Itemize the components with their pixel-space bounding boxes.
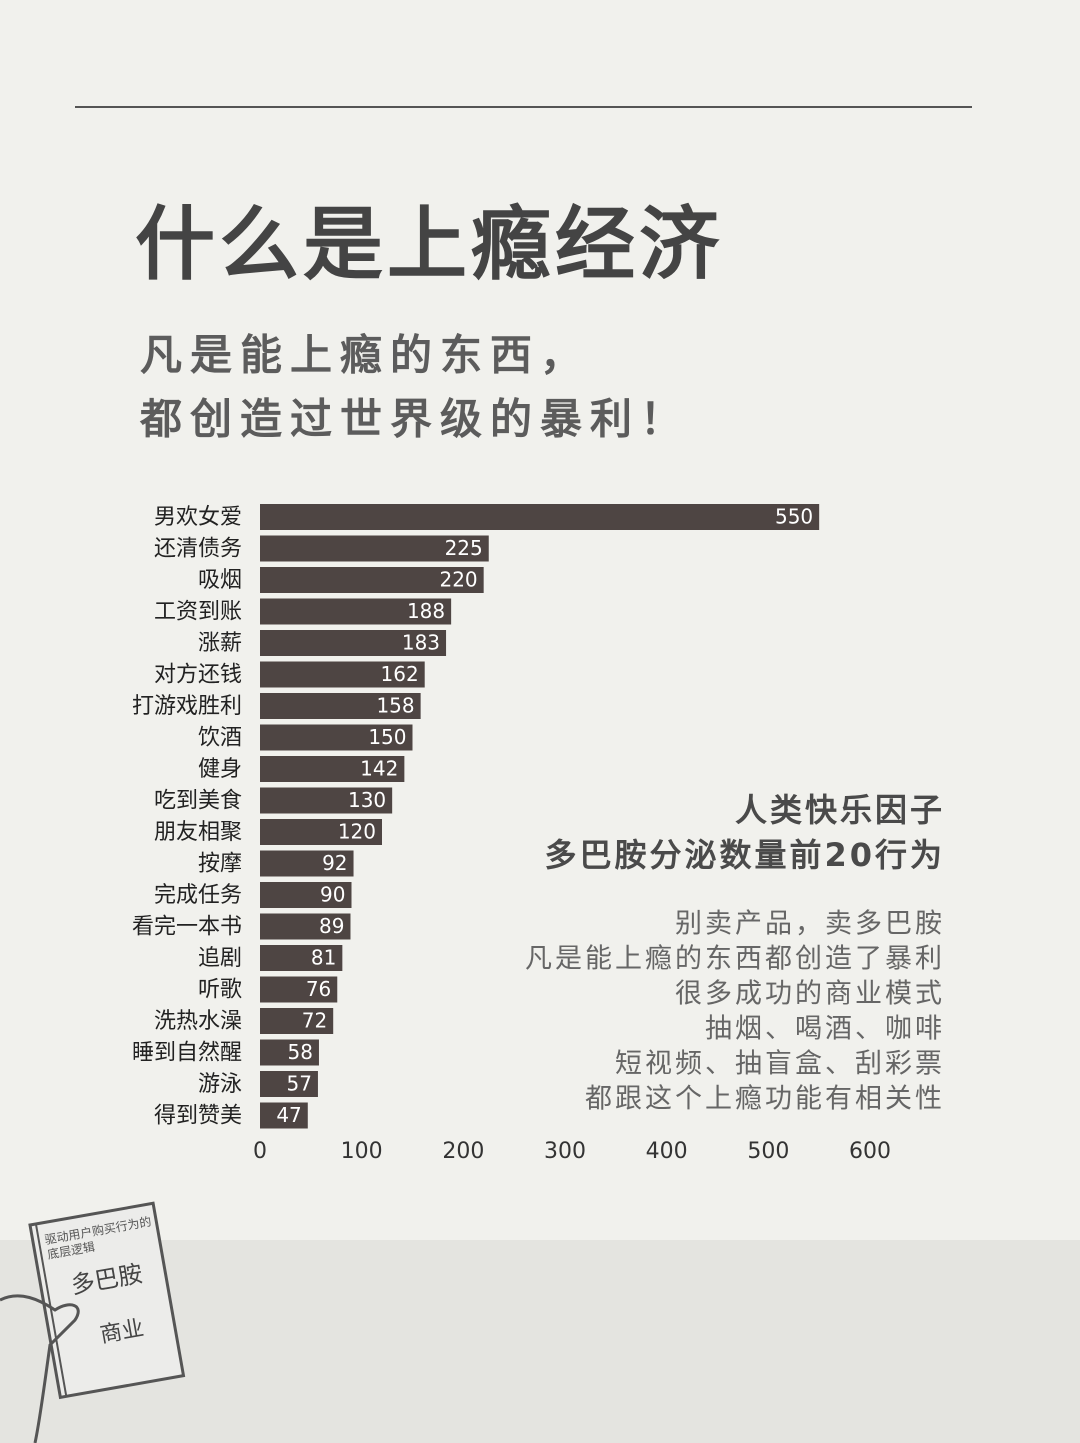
y-tick-label: 得到赞美 bbox=[154, 1104, 242, 1129]
bar bbox=[260, 693, 421, 719]
value-label: 76 bbox=[306, 977, 331, 1001]
value-label: 92 bbox=[322, 851, 347, 875]
y-tick-label: 还清债务 bbox=[154, 537, 242, 562]
y-tick-label: 打游戏胜利 bbox=[132, 694, 242, 719]
value-label: 150 bbox=[368, 725, 406, 749]
y-tick-label: 饮酒 bbox=[198, 726, 242, 751]
value-label: 183 bbox=[402, 631, 440, 655]
bar bbox=[260, 913, 351, 940]
y-tick-label: 看完一本书 bbox=[132, 915, 242, 940]
annotation-line: 短视频、抽盲盒、刮彩票 bbox=[615, 1049, 945, 1080]
bar bbox=[260, 504, 820, 530]
value-label: 225 bbox=[445, 536, 483, 560]
bar bbox=[260, 567, 484, 593]
bar bbox=[260, 724, 413, 751]
y-tick-label: 吸烟 bbox=[198, 568, 242, 593]
plot: 0 100 200 300 400 500 600 男欢女爱 550 还清债务 225 吸烟 220 工资… bbox=[132, 504, 891, 1164]
value-label: 90 bbox=[320, 883, 345, 907]
value-label: 162 bbox=[381, 662, 419, 686]
annotation-line: 别卖产品，卖多巴胺 bbox=[675, 909, 945, 940]
value-label: 81 bbox=[311, 946, 336, 970]
annotation: 别卖产品，卖多巴胺凡是能上瘾的东西都创造了暴利很多成功的商业模式抽烟、喝酒、咖啡… bbox=[525, 909, 945, 1115]
bar bbox=[260, 819, 382, 845]
bar bbox=[260, 535, 489, 562]
value-label: 58 bbox=[288, 1040, 313, 1064]
y-tick-label: 洗热水澡 bbox=[154, 1009, 242, 1034]
bar bbox=[260, 1071, 318, 1097]
bar bbox=[260, 1039, 319, 1066]
bar bbox=[260, 850, 354, 877]
annotation-title: 多巴胺分泌数量前20行为 bbox=[544, 836, 945, 874]
value-label: 57 bbox=[286, 1072, 311, 1096]
bar bbox=[260, 1102, 308, 1129]
bar bbox=[260, 787, 393, 814]
bottom-band bbox=[0, 1240, 1080, 1443]
y-tick-label: 朋友相聚 bbox=[154, 820, 242, 845]
y-tick-label: 涨薪 bbox=[198, 631, 242, 656]
bar bbox=[260, 1008, 334, 1034]
value-label: 72 bbox=[302, 1009, 327, 1033]
subtitle: 都创造过世界级的暴利！ bbox=[139, 395, 690, 444]
value-label: 158 bbox=[376, 694, 414, 718]
value-label: 550 bbox=[775, 505, 813, 529]
value-label: 142 bbox=[360, 757, 398, 781]
x-tick-label: 500 bbox=[747, 1139, 789, 1164]
y-tick-label: 完成任务 bbox=[154, 883, 242, 908]
annotation-line: 抽烟、喝酒、咖啡 bbox=[705, 1014, 945, 1045]
annotation-line: 都跟这个上瘾功能有相关性 bbox=[585, 1084, 945, 1115]
y-tick-label: 睡到自然醒 bbox=[132, 1041, 242, 1066]
bar bbox=[260, 976, 338, 1003]
annotation-line: 凡是能上瘾的东西都创造了暴利 bbox=[525, 944, 945, 975]
y-tick-label: 男欢女爱 bbox=[154, 505, 242, 530]
bar bbox=[260, 945, 343, 971]
annotation-title: 人类快乐因子 bbox=[735, 791, 945, 829]
x-tick-label: 600 bbox=[849, 1139, 891, 1164]
value-label: 220 bbox=[439, 568, 477, 592]
bar bbox=[260, 630, 447, 656]
hand bbox=[0, 1294, 80, 1443]
title: 什么是上瘾经济 bbox=[135, 198, 723, 291]
y-tick-label: 游泳 bbox=[198, 1072, 242, 1097]
value-label: 120 bbox=[338, 820, 376, 844]
value-label: 89 bbox=[319, 914, 344, 938]
x-tick-label: 400 bbox=[646, 1139, 688, 1164]
bar bbox=[260, 598, 452, 625]
x-tick-label: 200 bbox=[442, 1139, 484, 1164]
x-tick-label: 0 bbox=[253, 1139, 267, 1164]
bar bbox=[260, 882, 352, 908]
y-tick-label: 按摩 bbox=[198, 852, 242, 877]
y-tick-label: 吃到美食 bbox=[154, 789, 242, 814]
subtitle: 凡是能上瘾的东西， bbox=[140, 331, 590, 380]
y-tick-label: 对方还钱 bbox=[154, 663, 242, 688]
bar bbox=[260, 661, 425, 688]
value-label: 47 bbox=[276, 1103, 301, 1127]
book-cover bbox=[28, 1201, 186, 1400]
value-label: 188 bbox=[407, 599, 445, 623]
y-tick-label: 工资到账 bbox=[154, 600, 242, 625]
book: 驱动用户购买行为的 底层逻辑 多巴胺 商业 bbox=[28, 1201, 186, 1400]
value-label: 130 bbox=[348, 788, 386, 812]
y-tick-label: 健身 bbox=[198, 757, 242, 782]
y-tick-label: 追剧 bbox=[198, 946, 242, 971]
annotation-line: 很多成功的商业模式 bbox=[675, 979, 945, 1010]
bar bbox=[260, 756, 405, 782]
x-tick-label: 300 bbox=[544, 1139, 586, 1164]
x-tick-label: 100 bbox=[341, 1139, 383, 1164]
y-tick-label: 听歌 bbox=[198, 978, 242, 1003]
book-spine bbox=[34, 1223, 68, 1397]
